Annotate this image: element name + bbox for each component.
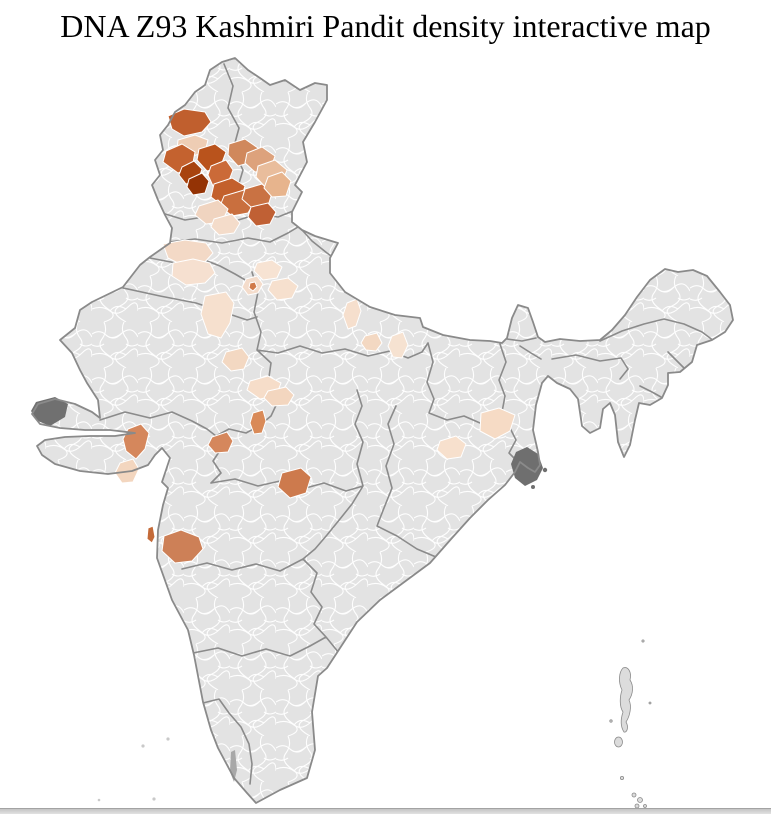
andaman-speck (648, 701, 652, 705)
nicobar-islet (643, 804, 647, 808)
district-himachal-d3[interactable] (263, 171, 292, 198)
andaman-islet (620, 776, 625, 781)
district-maharashtra-d1[interactable] (161, 529, 204, 564)
lakshadweep-islet (152, 797, 156, 801)
district-up-d2[interactable] (267, 277, 299, 301)
district-kashmir-d1[interactable] (167, 108, 212, 137)
andaman-speck (609, 719, 613, 723)
horizontal-scrollbar[interactable] (0, 808, 771, 814)
andaman-island (614, 736, 623, 748)
page-title: DNA Z93 Kashmiri Pandit density interact… (60, 8, 711, 44)
island-chains (609, 639, 652, 809)
district-haryana-d2[interactable] (221, 347, 250, 372)
delta-islet (542, 467, 548, 473)
district-punjab-d2[interactable] (171, 258, 216, 286)
district-punjab-d1[interactable] (162, 239, 214, 267)
district-jammu-d3[interactable] (210, 213, 241, 236)
lakshadweep-islands (97, 737, 170, 802)
district-up-d4[interactable] (360, 332, 383, 352)
district-mp-d2[interactable] (263, 386, 295, 407)
district-up-d1[interactable] (253, 259, 283, 281)
district-haryana-d1[interactable] (200, 291, 235, 339)
district-himachal-d2[interactable] (247, 202, 277, 227)
district-kashmir-d5[interactable] (186, 172, 210, 196)
district-delhi-core[interactable] (248, 281, 258, 292)
district-maharashtra-d2[interactable] (146, 525, 156, 544)
district-bengal-d2[interactable] (436, 435, 467, 460)
district-mp-d3[interactable] (249, 409, 267, 435)
district-regions (114, 108, 516, 564)
andaman-speck (641, 639, 645, 643)
district-bengal-d1[interactable] (479, 407, 516, 440)
country-outline (31, 57, 734, 804)
nicobar-islet (637, 797, 643, 803)
lakshadweep-islet (166, 737, 170, 741)
delta-islet (531, 485, 535, 489)
andaman-main-island (619, 667, 633, 733)
district-mp-d4[interactable] (207, 431, 234, 454)
lakshadweep-islet (141, 744, 145, 748)
nicobar-islet (631, 792, 637, 798)
district-mp-d5[interactable] (277, 467, 312, 499)
lakshadweep-islet (97, 798, 101, 802)
district-up-d5[interactable] (387, 331, 409, 359)
